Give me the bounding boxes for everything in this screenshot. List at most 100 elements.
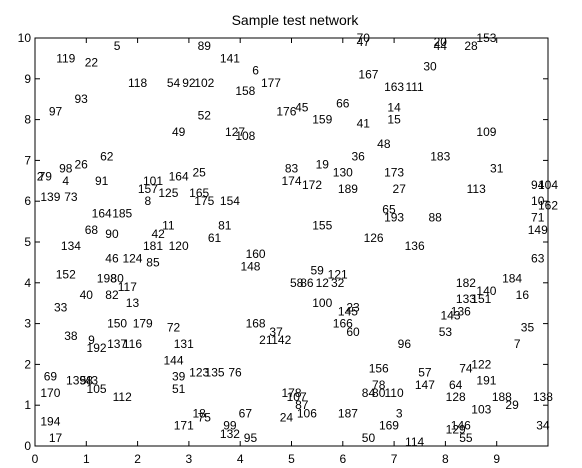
node-label: 171 (174, 419, 194, 433)
node-label: 58 (290, 276, 304, 290)
node-label: 7 (514, 337, 521, 351)
node-label: 173 (384, 166, 404, 180)
node-label: 40 (80, 288, 94, 302)
node-label: 87 (295, 398, 309, 412)
node-label: 94 (531, 178, 545, 192)
node-label: 182 (456, 276, 476, 290)
node-label: 120 (169, 239, 189, 253)
node-label: 72 (167, 321, 181, 335)
node-label: 136 (451, 304, 471, 318)
node-label: 140 (476, 284, 496, 298)
x-tick-label: 5 (288, 452, 295, 466)
node-label: 80 (372, 386, 386, 400)
node-label: 130 (333, 166, 353, 180)
node-label: 126 (364, 231, 384, 245)
x-tick-label: 7 (391, 452, 398, 466)
node-label: 141 (220, 51, 240, 65)
node-label: 3 (396, 406, 403, 420)
node-label: 15 (387, 113, 401, 127)
chart-title: Sample test network (232, 12, 360, 28)
node-label: 14 (387, 100, 401, 114)
y-tick-label: 3 (24, 317, 31, 331)
node-label: 137 (107, 337, 127, 351)
node-label: 129 (446, 423, 466, 437)
node-label: 101 (143, 174, 163, 188)
node-label: 45 (295, 100, 309, 114)
node-label: 85 (146, 255, 160, 269)
node-label: 117 (118, 280, 137, 294)
node-label: 136 (405, 239, 425, 253)
node-label: 127 (225, 125, 245, 139)
node-label: 143 (441, 308, 461, 322)
node-label: 9 (88, 333, 95, 347)
node-label: 134 (61, 239, 81, 253)
node-label: 170 (40, 386, 60, 400)
node-label: 138 (533, 390, 553, 404)
x-tick-label: 3 (186, 452, 193, 466)
plot-frame (34, 37, 549, 447)
node-label: 145 (338, 304, 358, 318)
node-label: 185 (112, 206, 132, 220)
node-label: 158 (235, 84, 255, 98)
node-label: 36 (352, 149, 366, 163)
node-label: 135 (205, 366, 225, 380)
node-label: 125 (158, 186, 178, 200)
node-label: 21 (259, 333, 273, 347)
node-label: 49 (172, 125, 186, 139)
node-label: 179 (133, 317, 153, 331)
node-label: 95 (244, 431, 258, 445)
node-label: 25 (192, 166, 206, 180)
node-label: 76 (228, 366, 242, 380)
node-label: 60 (346, 325, 360, 339)
node-label: 88 (428, 211, 442, 225)
node-label: 39 (172, 370, 186, 384)
node-label: 178 (281, 386, 301, 400)
node-label: 44 (434, 39, 448, 53)
node-label: 123 (189, 366, 209, 380)
node-label: 121 (328, 268, 348, 282)
node-label: 189 (338, 182, 358, 196)
node-label: 164 (92, 206, 112, 220)
node-label: 71 (531, 211, 545, 225)
node-label: 84 (362, 386, 376, 400)
node-label: 124 (122, 251, 142, 265)
node-label: 156 (369, 361, 389, 375)
node-label: 42 (151, 227, 165, 241)
node-label: 41 (357, 117, 371, 131)
node-label: 184 (502, 272, 522, 286)
node-label: 47 (357, 35, 371, 49)
y-tick-label: 8 (24, 113, 31, 127)
node-label: 5 (114, 39, 121, 53)
node-label: 154 (220, 194, 240, 208)
x-tick-label: 4 (237, 452, 244, 466)
node-label: 96 (398, 337, 412, 351)
node-label: 153 (476, 31, 496, 45)
x-tick-label: 0 (32, 452, 39, 466)
node-label: 157 (138, 182, 158, 196)
node-label: 139 (40, 190, 60, 204)
node-label: 37 (269, 325, 283, 339)
node-label: 102 (194, 76, 214, 90)
node-label: 198 (97, 272, 117, 286)
node-label: 32 (331, 276, 345, 290)
node-label: 97 (49, 104, 63, 118)
node-label: 146 (451, 419, 471, 433)
node-label: 18 (192, 406, 206, 420)
node-label: 65 (382, 202, 396, 216)
node-label: 53 (439, 325, 453, 339)
node-label: 54 (167, 76, 181, 90)
node-label: 62 (100, 149, 114, 163)
node-label: 79 (39, 170, 53, 184)
node-label: 175 (194, 194, 214, 208)
node-label: 82 (105, 288, 119, 302)
node-label: 169 (379, 419, 399, 433)
y-tick-label: 0 (24, 439, 31, 453)
node-label: 19 (316, 157, 330, 171)
node-label: 59 (310, 264, 324, 278)
node-label: 51 (172, 382, 186, 396)
y-tick-label: 2 (24, 357, 31, 371)
